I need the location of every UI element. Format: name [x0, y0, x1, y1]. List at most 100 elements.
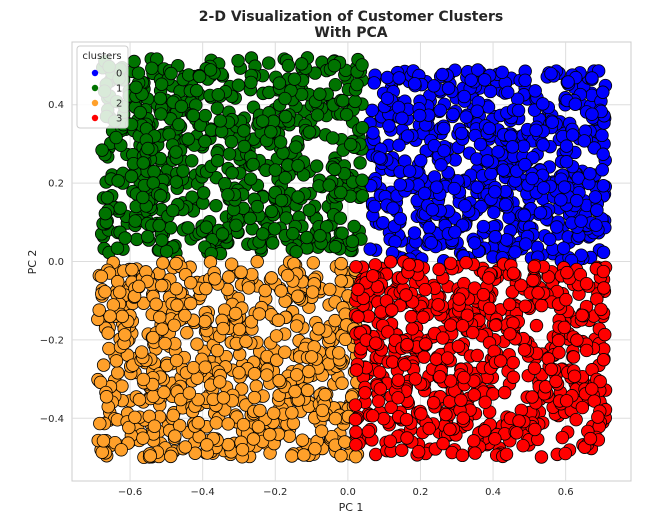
data-point: [154, 107, 168, 121]
data-point: [398, 358, 412, 372]
legend-title: clusters: [82, 51, 121, 62]
data-point: [566, 350, 581, 364]
x-tick-label: 0.0: [340, 487, 356, 498]
data-point: [169, 175, 184, 189]
data-point: [508, 245, 522, 259]
data-point: [436, 331, 450, 345]
data-point: [400, 431, 414, 445]
data-point: [557, 320, 572, 335]
data-point: [274, 284, 288, 298]
data-point: [596, 245, 611, 260]
data-point: [452, 292, 466, 306]
data-point: [443, 422, 457, 437]
data-point: [183, 296, 198, 311]
data-point: [228, 306, 243, 321]
data-point: [399, 412, 414, 427]
data-point: [476, 219, 491, 234]
data-point: [167, 318, 181, 333]
data-point: [458, 199, 472, 213]
data-point: [369, 336, 383, 350]
data-point: [241, 281, 256, 295]
data-point: [596, 147, 610, 161]
data-point: [514, 278, 528, 293]
data-point: [199, 220, 214, 234]
data-point: [549, 374, 563, 389]
data-point: [272, 76, 287, 90]
data-point: [348, 412, 363, 427]
data-point: [244, 75, 258, 90]
data-point: [154, 77, 169, 91]
data-point: [335, 376, 349, 390]
data-point: [526, 273, 540, 288]
data-point: [424, 236, 438, 250]
data-point: [181, 132, 195, 146]
data-point: [125, 262, 139, 277]
data-point: [198, 360, 212, 374]
data-point: [306, 256, 320, 270]
y-tick-label: 0.0: [48, 257, 64, 268]
data-point: [593, 374, 607, 389]
data-point: [246, 432, 261, 446]
data-point: [239, 334, 253, 349]
data-point: [407, 226, 422, 240]
data-point: [294, 57, 309, 71]
data-point: [579, 276, 594, 291]
data-point: [473, 137, 488, 152]
data-point: [467, 236, 482, 250]
data-point: [326, 131, 340, 145]
data-point: [558, 446, 573, 461]
data-point: [246, 157, 260, 172]
x-tick-label: −0.2: [263, 487, 287, 498]
data-point: [282, 429, 297, 443]
data-point: [348, 94, 362, 109]
data-point: [231, 78, 246, 92]
data-point: [596, 353, 611, 367]
chart-title: 2-D Visualization of Customer Clusters: [199, 9, 503, 25]
data-point: [400, 129, 415, 143]
data-point: [184, 276, 198, 290]
data-point: [291, 159, 305, 173]
data-point: [448, 225, 462, 239]
data-point: [146, 330, 160, 345]
data-point: [477, 424, 492, 438]
data-point: [245, 267, 259, 282]
data-point: [288, 384, 302, 399]
data-point: [113, 201, 127, 215]
data-point: [525, 390, 539, 404]
y-tick-label: −0.4: [40, 414, 64, 425]
data-point: [264, 125, 278, 139]
data-point: [443, 256, 458, 270]
data-point: [518, 157, 532, 172]
data-point: [136, 431, 150, 445]
data-point: [349, 438, 363, 452]
data-point: [569, 412, 583, 427]
data-point: [122, 420, 136, 435]
data-point: [99, 390, 114, 404]
data-point: [596, 179, 611, 193]
data-point: [315, 403, 330, 418]
data-point: [482, 271, 496, 285]
data-point: [512, 414, 526, 428]
data-point: [411, 444, 426, 459]
data-point: [328, 411, 343, 426]
data-point: [400, 338, 414, 352]
data-point: [348, 398, 363, 412]
data-point: [264, 271, 279, 285]
data-point: [402, 257, 416, 272]
data-point: [355, 120, 370, 135]
data-point: [456, 411, 470, 425]
data-point: [414, 407, 428, 421]
data-point: [109, 354, 124, 368]
data-point: [95, 445, 109, 459]
series-cluster-2: [91, 254, 366, 465]
x-tick-label: −0.6: [118, 487, 142, 498]
data-point: [166, 203, 180, 218]
x-tick-label: 0.4: [485, 487, 501, 498]
data-point: [178, 308, 192, 323]
data-point: [313, 87, 327, 101]
data-point: [237, 139, 251, 154]
legend-label: 2: [116, 99, 122, 110]
data-point: [208, 272, 222, 286]
data-point: [376, 411, 391, 426]
data-point: [516, 139, 531, 153]
